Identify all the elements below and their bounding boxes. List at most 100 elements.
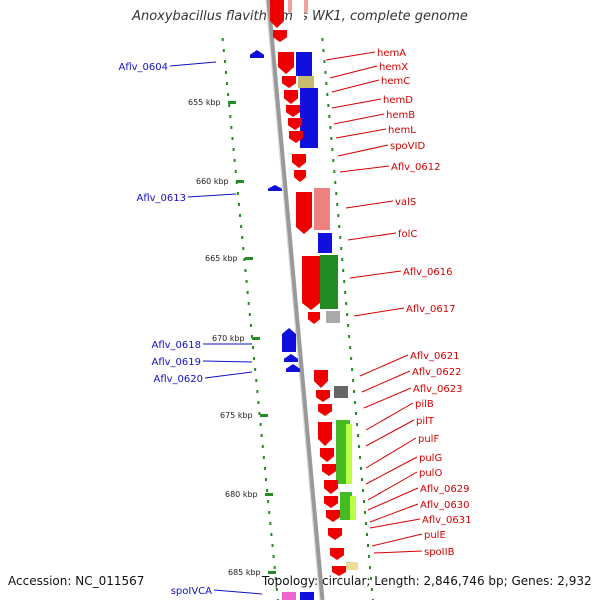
kbp-tick-mark xyxy=(265,493,273,496)
label-leader-line xyxy=(169,61,217,67)
forward-gene-arrow xyxy=(316,390,330,402)
kbp-tick-mark xyxy=(228,101,236,104)
right-tick-dot xyxy=(330,137,333,140)
left-tick-dot xyxy=(256,390,259,393)
right-tick-dot xyxy=(329,126,332,129)
backbone-highlight xyxy=(265,0,321,600)
feature-box xyxy=(300,592,314,600)
right-tick-dot xyxy=(336,203,339,206)
forward-gene-arrow xyxy=(278,52,294,74)
right-tick-dot xyxy=(335,192,338,195)
left-tick-dot xyxy=(268,511,271,514)
right-tick-dot xyxy=(344,291,347,294)
right-tick-dot xyxy=(338,225,341,228)
forward-gene-arrow xyxy=(282,76,296,88)
accession-text: Accession: NC_011567 xyxy=(8,574,145,588)
left-tick-dot xyxy=(274,577,277,580)
label-leader-line xyxy=(187,193,237,198)
kbp-tick-mark xyxy=(245,257,253,260)
gene-label-forward: pilT xyxy=(416,416,435,427)
label-leader-line xyxy=(353,307,405,317)
left-tick-dot xyxy=(244,269,247,272)
right-tick-dot xyxy=(348,335,351,338)
forward-gene-arrow xyxy=(302,256,320,310)
right-tick-dot xyxy=(353,390,356,393)
left-tick-dot xyxy=(228,104,231,107)
label-leader-line xyxy=(369,503,419,523)
forward-gene-arrow xyxy=(284,90,298,104)
left-tick-dot xyxy=(259,423,262,426)
right-tick-dot xyxy=(331,148,334,151)
left-tick-dot xyxy=(257,401,260,404)
forward-gene-arrow xyxy=(308,312,320,324)
right-tick-dot xyxy=(327,104,330,107)
gene-label-forward: pulF xyxy=(418,434,439,445)
genome-backbone xyxy=(265,0,325,600)
right-tick-dot xyxy=(321,38,324,41)
label-leader-line xyxy=(329,65,378,79)
right-tick-dot xyxy=(340,247,343,250)
right-tick-dot xyxy=(362,489,365,492)
forward-gene-arrow xyxy=(286,105,300,117)
gene-label-forward: Aflv_0622 xyxy=(412,367,462,378)
right-tick-dot xyxy=(328,115,331,118)
gene-label-forward: Aflv_0631 xyxy=(422,515,472,526)
feature-box xyxy=(340,492,352,520)
left-tick-dot xyxy=(227,93,230,96)
left-tick-dot xyxy=(243,258,246,261)
right-tick-dot xyxy=(350,357,353,360)
right-tick-dot xyxy=(333,170,336,173)
right-tick-dot xyxy=(365,533,368,536)
kbp-tick-label: 655 kbp xyxy=(188,98,221,107)
kbp-tick-mark xyxy=(252,337,260,340)
label-leader-line xyxy=(371,533,423,547)
forward-gene-arrow xyxy=(270,0,284,28)
left-tick-dot xyxy=(247,302,250,305)
left-tick-dot xyxy=(245,280,248,283)
left-tick-dot xyxy=(236,192,239,195)
left-tick-dot xyxy=(246,291,249,294)
left-tick-dot xyxy=(239,214,242,217)
genome-summary-text: Topology: circular; Length: 2,846,746 bp… xyxy=(262,574,592,588)
left-tick-dot xyxy=(241,236,244,239)
right-tick-dot xyxy=(356,423,359,426)
gene-label-forward: spoVID xyxy=(390,141,425,152)
gene-label-forward: Aflv_0630 xyxy=(420,500,470,511)
gene-label-forward: Aflv_0616 xyxy=(403,267,453,278)
right-tick-dot xyxy=(324,71,327,74)
label-leader-line xyxy=(202,360,253,363)
right-tick-dot xyxy=(360,467,363,470)
left-tick-dot xyxy=(231,137,234,140)
label-leader-line xyxy=(347,232,397,241)
left-tick-dot xyxy=(273,566,276,569)
kbp-tick-mark xyxy=(260,414,268,417)
forward-gene-arrow xyxy=(292,154,306,168)
gene-label-reverse: Aflv_0620 xyxy=(153,374,203,385)
right-tick-dot xyxy=(325,82,328,85)
backbone-line xyxy=(265,0,325,600)
forward-gene-arrow xyxy=(296,192,312,234)
feature-box xyxy=(334,386,348,398)
left-tick-dot xyxy=(233,159,236,162)
kbp-tick-mark xyxy=(268,571,276,574)
label-leader-line xyxy=(325,51,376,61)
right-tick-dot xyxy=(364,522,367,525)
left-tick-dot xyxy=(263,467,266,470)
right-tick-dot xyxy=(357,434,360,437)
label-leader-line xyxy=(365,402,414,431)
gene-label-forward: hemL xyxy=(388,125,416,136)
reverse-gene-arrow xyxy=(284,354,298,362)
left-tick-dot xyxy=(272,555,275,558)
forward-gene-arrow xyxy=(294,170,306,182)
right-tick-dot xyxy=(345,302,348,305)
gene-label-forward: Aflv_0612 xyxy=(391,162,441,173)
reverse-gene-arrow xyxy=(286,364,300,372)
left-tick-dot xyxy=(226,82,229,85)
forward-gene-arrow xyxy=(326,510,340,522)
right-tick-dot xyxy=(343,280,346,283)
forward-gene-arrow xyxy=(318,422,332,446)
reverse-gene-arrow xyxy=(268,185,282,191)
left-tick-dot xyxy=(260,434,263,437)
